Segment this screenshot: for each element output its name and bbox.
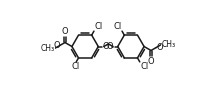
- Text: O: O: [156, 43, 163, 52]
- Text: O: O: [103, 42, 109, 51]
- Text: CH₃: CH₃: [41, 44, 55, 53]
- Text: Cl: Cl: [140, 62, 148, 71]
- Text: O: O: [107, 42, 113, 51]
- Text: O: O: [53, 41, 60, 50]
- Text: CH₃: CH₃: [161, 40, 175, 49]
- Text: Cl: Cl: [72, 62, 80, 71]
- Text: O: O: [148, 57, 154, 66]
- Text: O: O: [62, 27, 68, 36]
- Text: Cl: Cl: [113, 22, 122, 31]
- Text: Cl: Cl: [94, 22, 103, 31]
